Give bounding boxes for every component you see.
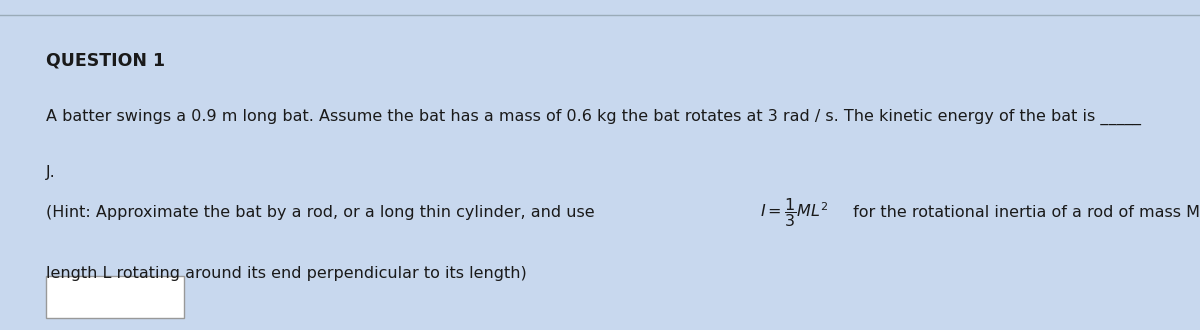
- Text: (Hint: Approximate the bat by a rod, or a long thin cylinder, and use: (Hint: Approximate the bat by a rod, or …: [46, 205, 599, 220]
- Text: J.: J.: [46, 165, 55, 180]
- FancyBboxPatch shape: [46, 276, 184, 318]
- Text: for the rotational inertia of a rod of mass M and: for the rotational inertia of a rod of m…: [848, 205, 1200, 220]
- Text: A batter swings a 0.9 m long bat. Assume the bat has a mass of 0.6 kg the bat ro: A batter swings a 0.9 m long bat. Assume…: [46, 109, 1140, 125]
- Text: $I=\dfrac{1}{3}ML^{2}$: $I=\dfrac{1}{3}ML^{2}$: [760, 196, 828, 229]
- Text: length L rotating around its end perpendicular to its length): length L rotating around its end perpend…: [46, 266, 527, 280]
- Text: QUESTION 1: QUESTION 1: [46, 51, 164, 69]
